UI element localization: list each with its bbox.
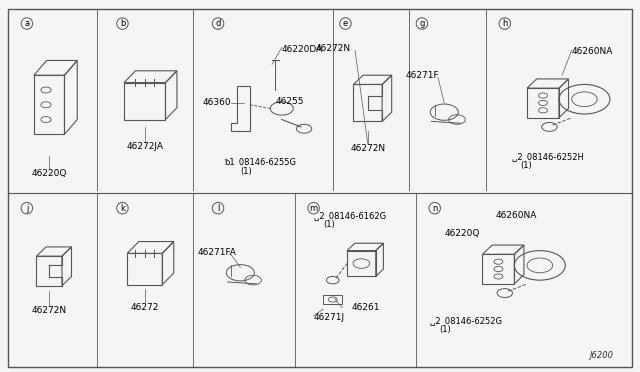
Text: 46272JA: 46272JA (126, 142, 163, 151)
Text: (1): (1) (439, 326, 451, 334)
Text: d: d (215, 19, 221, 28)
Text: n: n (432, 203, 437, 213)
Text: (1): (1) (521, 161, 532, 170)
Text: 46271J: 46271J (314, 313, 345, 322)
Text: h: h (502, 19, 508, 28)
Text: 46271F: 46271F (405, 71, 439, 80)
Text: 46220Q: 46220Q (31, 169, 67, 179)
Text: 46360: 46360 (202, 99, 231, 108)
Text: 46260NA: 46260NA (495, 211, 536, 220)
Text: e: e (343, 19, 348, 28)
Text: 46261: 46261 (352, 303, 380, 312)
Text: 46271FA: 46271FA (197, 248, 236, 257)
Text: j: j (26, 203, 28, 213)
Text: l: l (217, 203, 220, 213)
Text: ␣2 08146-6252H: ␣2 08146-6252H (513, 152, 584, 161)
Text: ␣2 08146-6162G: ␣2 08146-6162G (314, 211, 386, 220)
Text: ␢1⁠ 08146-6255G: ␢1⁠ 08146-6255G (225, 157, 296, 167)
Text: 46272: 46272 (131, 303, 159, 312)
Text: 46272N: 46272N (350, 144, 385, 153)
Text: a: a (24, 19, 29, 28)
Text: J6200: J6200 (589, 350, 613, 359)
Text: 46260NA: 46260NA (572, 47, 613, 56)
Text: b: b (120, 19, 125, 28)
Text: 46220DA: 46220DA (282, 45, 323, 54)
Text: 46272N: 46272N (31, 306, 67, 315)
Text: (1): (1) (241, 167, 252, 176)
Text: 46220Q: 46220Q (444, 230, 479, 238)
Text: g: g (419, 19, 425, 28)
Text: (1): (1) (323, 220, 335, 229)
Text: k: k (120, 203, 125, 213)
Text: ␣2 08146-6252G: ␣2 08146-6252G (429, 316, 502, 325)
Text: m: m (310, 203, 317, 213)
Text: 46255: 46255 (275, 97, 304, 106)
Text: 46272N: 46272N (316, 44, 351, 53)
